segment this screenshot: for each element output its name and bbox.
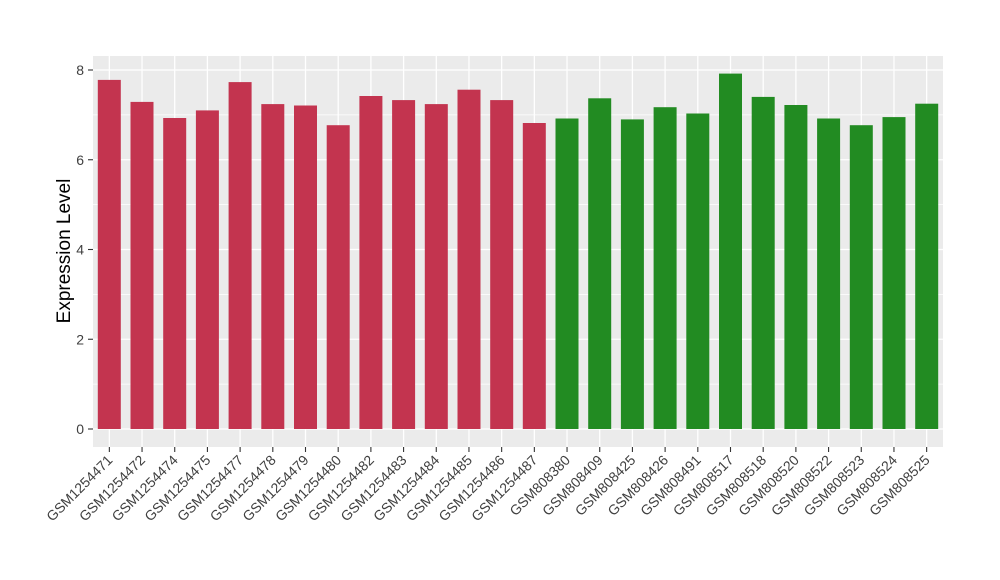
bar: [261, 104, 285, 429]
bar: [751, 96, 775, 430]
y-tick-label: 6: [76, 152, 84, 168]
y-axis-title: Expression Level: [54, 178, 75, 324]
bar: [424, 104, 448, 429]
y-tick-label: 2: [76, 331, 84, 347]
y-tick-label: 0: [76, 421, 84, 437]
bar: [882, 117, 906, 429]
bar: [653, 107, 677, 429]
bar: [97, 79, 121, 430]
bar: [915, 103, 939, 429]
y-tick-label: 4: [76, 242, 84, 258]
bar: [588, 98, 612, 430]
y-tick-label: 8: [76, 62, 84, 78]
bar: [849, 125, 873, 429]
bar: [294, 105, 317, 429]
bar: [784, 105, 808, 429]
bar: [522, 123, 546, 429]
bar: [817, 118, 841, 429]
bar: [719, 73, 742, 429]
bar: [490, 100, 514, 429]
bar: [457, 89, 481, 429]
bar: [555, 118, 579, 429]
bar: [620, 119, 644, 430]
bar: [130, 101, 154, 430]
bar: [359, 96, 383, 429]
bar: [163, 118, 187, 429]
bar: [228, 82, 252, 429]
bar: [392, 100, 416, 429]
bar: [195, 110, 219, 430]
bar: [326, 125, 350, 429]
bar: [686, 113, 710, 429]
